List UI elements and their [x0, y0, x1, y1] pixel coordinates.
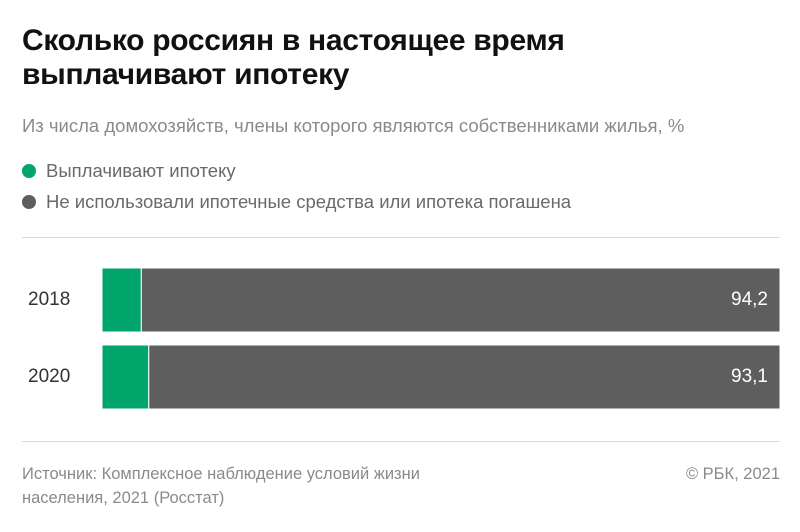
divider [22, 237, 780, 238]
chart-title: Сколько россиян в настоящее время выплач… [22, 24, 565, 91]
legend-label: Выплачивают ипотеку [46, 160, 236, 181]
legend-item: Выплачивают ипотеку [22, 160, 236, 182]
source-note: Источник: Комплексное наблюдение условий… [22, 465, 420, 507]
bar-segment [101, 344, 150, 410]
copyright: © РБК, 2021 [685, 465, 780, 483]
legend-label: Не использовали ипотечные средства или и… [46, 191, 572, 212]
data-label: 94,2 [731, 289, 768, 310]
legend-swatch [22, 164, 36, 178]
divider [22, 441, 780, 442]
bar-segment [101, 267, 142, 333]
chart-subtitle: Из числа домохозяйств, члены которого яв… [22, 115, 685, 136]
y-tick-label: 2018 [28, 289, 70, 310]
bar-segment [148, 344, 781, 410]
data-label: 93,1 [731, 366, 768, 387]
legend-swatch [22, 195, 36, 209]
legend-item: Не использовали ипотечные средства или и… [22, 191, 571, 213]
bar-segment [140, 267, 781, 333]
y-tick-label: 2020 [28, 366, 70, 387]
